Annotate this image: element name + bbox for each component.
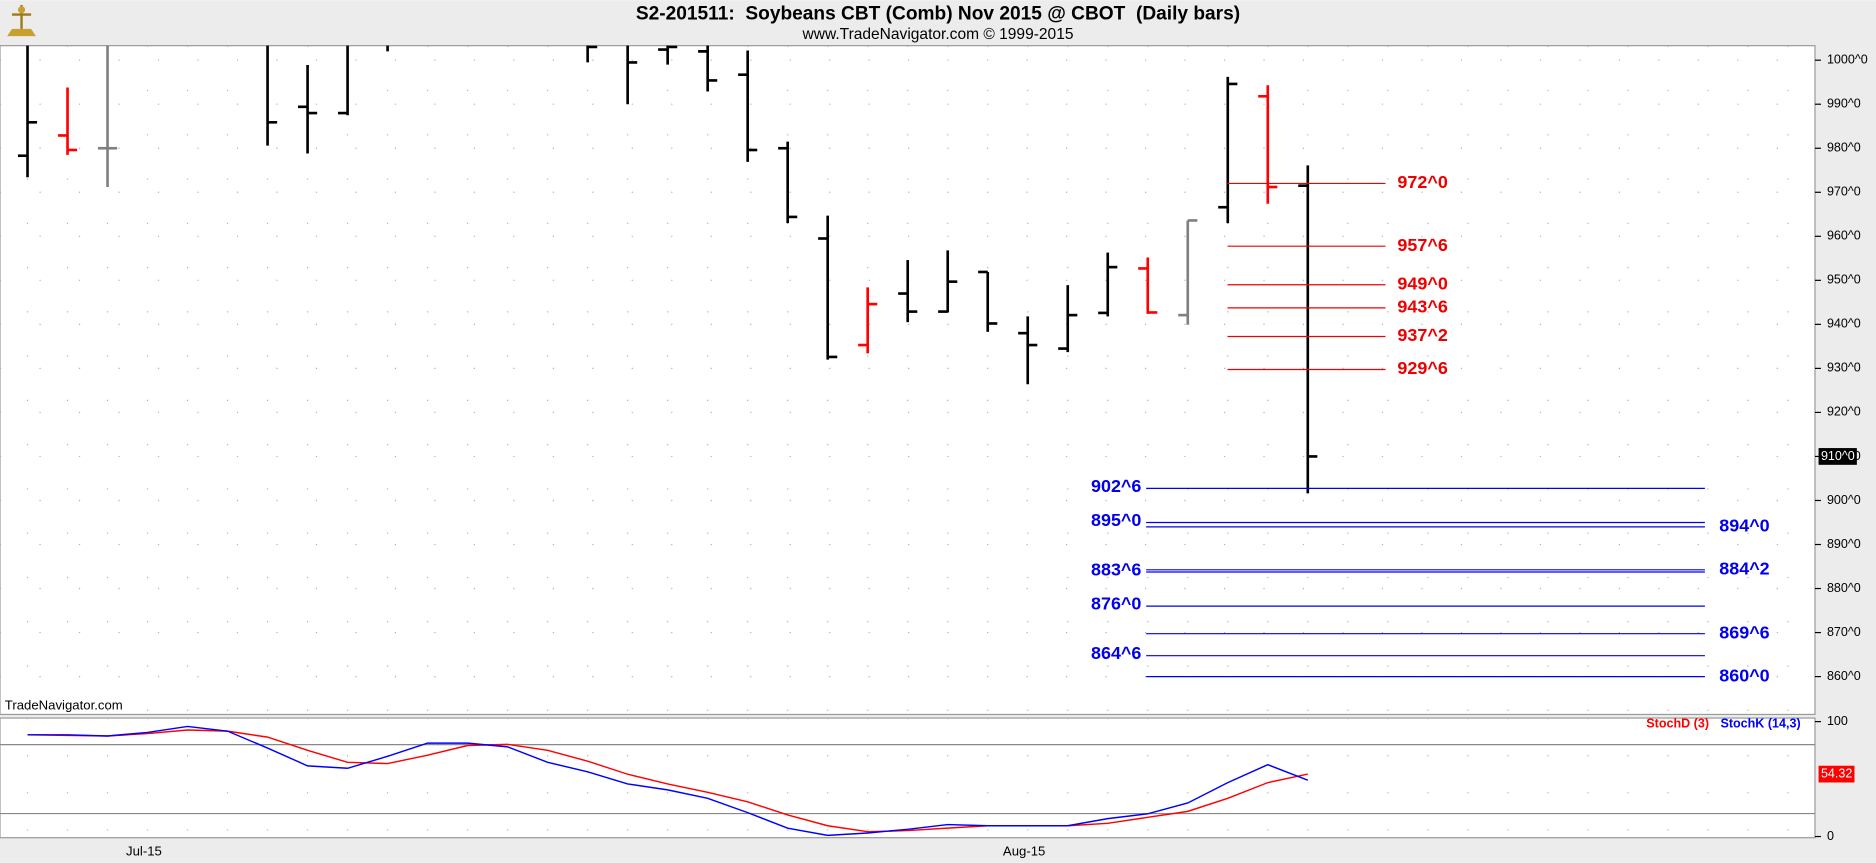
ohlc-bar bbox=[17, 45, 38, 178]
ohlc-bar bbox=[698, 45, 718, 92]
ohlc-bar bbox=[938, 250, 958, 313]
ohlc-bar bbox=[1018, 316, 1038, 385]
ohlc-bar bbox=[1098, 252, 1118, 317]
ohlc-bar bbox=[818, 215, 838, 360]
watermark: TradeNavigator.com bbox=[5, 698, 123, 713]
level-label: 902^6 bbox=[1091, 476, 1141, 496]
level-label: 860^0 bbox=[1719, 665, 1769, 685]
ohlc-bar bbox=[898, 260, 918, 323]
ohlc-bar bbox=[658, 45, 678, 65]
ohlc-bar bbox=[1138, 257, 1158, 314]
ohlc-bar bbox=[97, 45, 118, 187]
level-label: 929^6 bbox=[1397, 358, 1447, 378]
ohlc-bar bbox=[1218, 76, 1238, 224]
y-tick-label: 870^0 bbox=[1827, 625, 1861, 639]
ohlc-bar bbox=[298, 65, 318, 154]
last-value-box bbox=[1818, 765, 1855, 783]
y-tick-label: 920^0 bbox=[1827, 405, 1861, 419]
ohlc-bar bbox=[338, 45, 349, 116]
y-tick-label: 100 bbox=[1827, 714, 1848, 728]
y-tick-label: 1000^0 bbox=[1827, 52, 1868, 66]
level-label: 876^0 bbox=[1091, 594, 1141, 614]
ohlc-bar bbox=[57, 87, 78, 155]
level-label: 957^6 bbox=[1397, 235, 1447, 255]
level-label: 869^6 bbox=[1719, 622, 1769, 642]
stoch-line bbox=[27, 729, 1308, 833]
y-tick-label: 930^0 bbox=[1827, 361, 1861, 375]
ohlc-bar bbox=[1178, 219, 1198, 325]
logo bbox=[7, 4, 36, 37]
ohlc-bar bbox=[586, 45, 598, 63]
level-label: 884^2 bbox=[1719, 559, 1769, 579]
level-label: 949^0 bbox=[1397, 273, 1447, 293]
y-tick-label: 890^0 bbox=[1827, 537, 1861, 551]
y-tick-label: 0 bbox=[1827, 829, 1834, 843]
ohlc-bar bbox=[738, 50, 758, 162]
price-pane bbox=[0, 45, 1816, 716]
chart-subtitle: www.TradeNavigator.com © 1999-2015 bbox=[802, 26, 1074, 43]
y-tick-label: 970^0 bbox=[1827, 185, 1861, 199]
ohlc-bar bbox=[626, 45, 638, 105]
ohlc-bar bbox=[858, 287, 878, 354]
y-tick-label: 960^0 bbox=[1827, 229, 1861, 243]
level-label: 943^6 bbox=[1397, 297, 1447, 317]
y-tick-label: 860^0 bbox=[1827, 669, 1861, 683]
stoch-plot bbox=[0, 718, 1815, 838]
y-tick-label: 940^0 bbox=[1827, 317, 1861, 331]
x-tick-label: Aug-15 bbox=[1003, 844, 1045, 859]
ohlc-bar bbox=[266, 45, 278, 146]
ohlc-bar bbox=[1298, 165, 1318, 494]
legend-entry: StochK (14,3) bbox=[1720, 716, 1800, 730]
level-label: 937^2 bbox=[1397, 325, 1447, 345]
level-label: 883^6 bbox=[1091, 560, 1141, 580]
stoch-pane bbox=[0, 717, 1816, 839]
ohlc-bar bbox=[778, 141, 798, 224]
last-price-box bbox=[1818, 448, 1857, 465]
chart-title: S2-201511: Soybeans CBT (Comb) Nov 2015 … bbox=[636, 4, 1240, 25]
y-tick-label: 900^0 bbox=[1827, 493, 1861, 507]
ohlc-bar bbox=[978, 270, 998, 332]
last-price-label: 910^0 bbox=[1821, 449, 1855, 463]
stoch-line bbox=[27, 725, 1309, 837]
level-label: 894^0 bbox=[1719, 516, 1769, 536]
level-label: 972^0 bbox=[1397, 172, 1447, 192]
level-label: 895^0 bbox=[1091, 510, 1141, 530]
ohlc-bar bbox=[1058, 285, 1078, 353]
last-value-label: 54.32 bbox=[1821, 766, 1852, 780]
y-tick-label: 980^0 bbox=[1827, 141, 1861, 155]
y-tick-label: 880^0 bbox=[1827, 581, 1861, 595]
legend-entry: StochD (3) bbox=[1646, 716, 1709, 730]
price-plot bbox=[0, 45, 1815, 715]
level-label: 864^6 bbox=[1091, 643, 1141, 663]
y-tick-label: 990^0 bbox=[1827, 97, 1861, 111]
y-tick-label: 950^0 bbox=[1827, 273, 1861, 287]
x-tick-label: Jul-15 bbox=[126, 844, 162, 859]
